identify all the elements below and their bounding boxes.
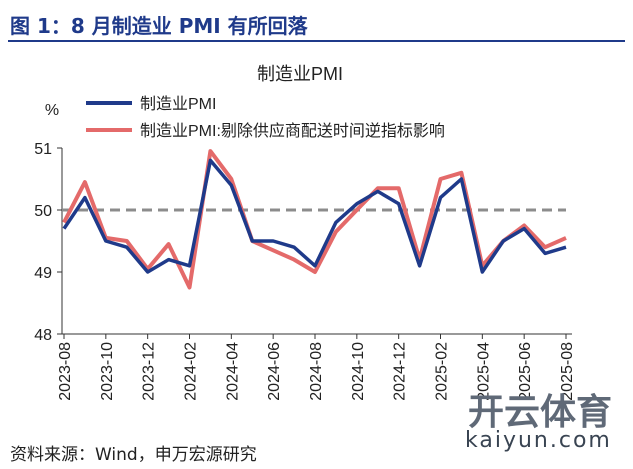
x-tick-label: 2024-08 [308,342,325,401]
source-note: 资料来源：Wind，申万宏源研究 [10,445,257,465]
x-tick-label: 2023-08 [57,342,74,401]
x-tick-label: 2024-02 [183,342,200,401]
figure-title: 图 1：8 月制造业 PMI 有所回落 [10,14,308,38]
legend: 制造业PMI 制造业PMI:剔除供应商配送时间逆指标影响 [86,95,445,140]
series-line-pmi [62,158,567,274]
x-tick-label: 2023-10 [99,342,116,401]
x-tick-label: 2025-02 [434,342,451,401]
y-tick-label: 50 [34,203,52,220]
y-tick-label: 51 [34,141,52,158]
x-tick-label: 2024-04 [224,342,241,401]
y-axis-unit: % [45,102,59,119]
x-tick-label: 2025-04 [475,342,492,401]
watermark-text: 开云体育 [468,392,613,433]
x-tick-label: 2025-06 [517,342,534,401]
y-tick-label: 49 [34,265,52,282]
x-tick-label: 2024-10 [350,342,367,401]
x-tick-label: 2023-12 [141,342,158,401]
watermark-url: kaiyun.com [465,428,612,453]
x-tick-label: 2024-06 [266,342,283,401]
x-tick-label: 2025-08 [559,342,576,401]
title-rule [8,40,625,42]
y-tick-label: 48 [34,327,52,344]
legend-label-pmi: 制造业PMI [140,95,216,113]
x-tick-label: 2024-12 [392,342,409,401]
chart-title: 制造业PMI [257,64,343,84]
legend-label-pmi-adjusted: 制造业PMI:剔除供应商配送时间逆指标影响 [140,121,445,140]
